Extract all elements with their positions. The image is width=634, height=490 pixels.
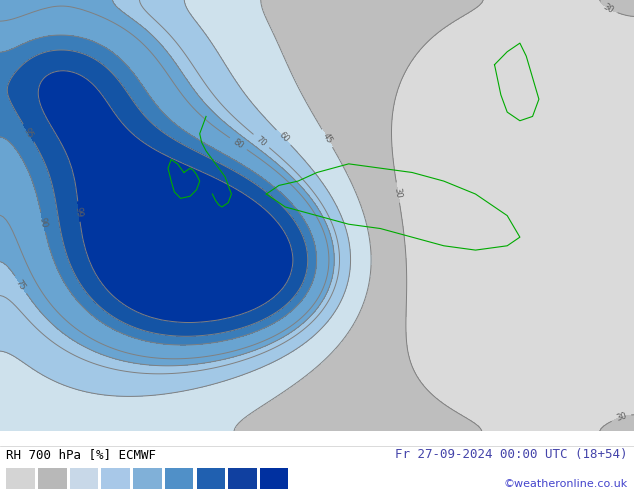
FancyBboxPatch shape [38, 468, 67, 489]
Text: RH 700 hPa [%] ECMWF: RH 700 hPa [%] ECMWF [6, 448, 157, 461]
Text: 75: 75 [14, 278, 27, 292]
Text: Fr 27-09-2024 00:00 UTC (18+54): Fr 27-09-2024 00:00 UTC (18+54) [395, 448, 628, 461]
FancyBboxPatch shape [197, 468, 225, 489]
Text: 95: 95 [22, 126, 35, 140]
FancyBboxPatch shape [101, 468, 130, 489]
Text: 30: 30 [392, 187, 403, 198]
Text: 60: 60 [276, 130, 290, 145]
FancyBboxPatch shape [70, 468, 98, 489]
Text: 30: 30 [601, 1, 615, 15]
Text: 80: 80 [231, 137, 245, 150]
Text: 90: 90 [37, 216, 49, 228]
FancyBboxPatch shape [228, 468, 257, 489]
Text: 70: 70 [254, 134, 268, 148]
Text: 45: 45 [321, 131, 334, 145]
FancyBboxPatch shape [133, 468, 162, 489]
Text: 30: 30 [615, 411, 628, 423]
FancyBboxPatch shape [6, 468, 35, 489]
Text: ©weatheronline.co.uk: ©weatheronline.co.uk [503, 479, 628, 489]
Text: 99: 99 [74, 206, 84, 217]
FancyBboxPatch shape [165, 468, 193, 489]
FancyBboxPatch shape [260, 468, 288, 489]
